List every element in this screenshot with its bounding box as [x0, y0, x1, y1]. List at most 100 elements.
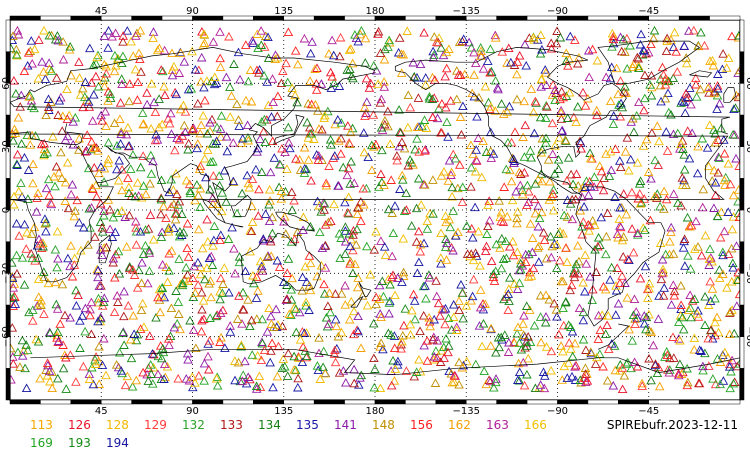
observation-marker	[504, 337, 514, 347]
observation-marker	[58, 363, 69, 373]
observation-marker	[324, 288, 335, 297]
observation-marker	[476, 46, 486, 55]
observation-marker	[93, 297, 104, 307]
legend-item-193: 193	[68, 436, 91, 450]
observation-marker	[199, 314, 209, 324]
observation-marker	[415, 326, 425, 336]
observation-marker	[273, 91, 283, 101]
axis-bar-segment	[739, 51, 745, 84]
observation-marker	[184, 375, 195, 385]
observation-marker	[336, 327, 347, 337]
observation-marker	[577, 183, 588, 192]
observation-marker	[406, 221, 417, 230]
observation-marker	[283, 254, 294, 263]
observation-marker	[183, 138, 194, 148]
observation-marker	[659, 204, 669, 213]
observation-marker	[629, 59, 639, 68]
observation-marker	[83, 163, 94, 173]
observation-marker	[282, 164, 292, 173]
observation-marker	[145, 331, 155, 340]
observation-marker	[74, 73, 85, 82]
observation-marker	[409, 296, 420, 305]
observation-marker	[431, 346, 441, 355]
observation-marker	[666, 227, 676, 236]
observation-marker	[183, 252, 194, 261]
coastline	[224, 222, 244, 228]
observation-marker	[504, 284, 514, 293]
observation-marker	[287, 273, 297, 283]
observation-marker	[224, 31, 234, 41]
observation-marker	[418, 281, 429, 291]
observation-marker	[177, 280, 188, 290]
observation-marker	[164, 223, 174, 233]
observation-marker	[634, 179, 645, 188]
observation-marker	[567, 351, 578, 361]
observation-marker	[648, 33, 659, 43]
observation-marker	[342, 65, 352, 74]
observation-marker	[498, 254, 509, 264]
observation-marker	[177, 209, 187, 218]
lon-label-bottom: −45	[638, 406, 659, 417]
observation-marker	[528, 263, 539, 273]
observation-marker	[635, 198, 646, 208]
observation-marker	[222, 146, 233, 156]
observation-marker	[729, 377, 740, 386]
observation-marker	[526, 84, 537, 93]
observation-marker	[652, 368, 663, 378]
observation-marker	[639, 105, 649, 115]
observation-marker	[414, 226, 424, 236]
observation-marker	[727, 224, 738, 234]
observation-marker	[367, 165, 377, 174]
observation-marker	[188, 273, 198, 282]
observation-marker	[373, 79, 383, 88]
observation-marker	[679, 150, 689, 159]
observation-marker	[209, 235, 219, 245]
observation-marker	[344, 228, 355, 238]
observation-marker	[314, 151, 324, 160]
observation-marker	[346, 156, 356, 166]
observation-marker	[491, 33, 501, 42]
observation-marker	[135, 25, 146, 35]
observation-marker	[223, 234, 234, 243]
observation-marker	[700, 320, 710, 329]
observation-marker	[252, 29, 262, 38]
observation-marker	[67, 179, 78, 189]
observation-marker	[677, 96, 687, 105]
observation-marker	[53, 336, 64, 345]
observation-marker	[208, 156, 218, 166]
observation-marker	[204, 253, 215, 262]
observation-marker	[375, 383, 386, 393]
observation-marker	[697, 133, 708, 143]
observation-marker	[547, 118, 558, 128]
observation-marker	[333, 331, 344, 341]
observation-marker	[504, 101, 515, 111]
observation-marker	[154, 43, 165, 53]
observation-marker	[650, 191, 660, 201]
observation-marker	[318, 362, 328, 372]
observation-marker	[379, 77, 389, 86]
observation-marker	[245, 321, 255, 331]
observation-marker	[502, 211, 512, 221]
observation-marker	[330, 357, 341, 367]
observation-marker	[669, 27, 680, 37]
observation-marker	[215, 53, 225, 63]
observation-marker	[512, 94, 522, 104]
observation-marker	[205, 276, 216, 285]
observation-marker	[440, 242, 451, 252]
observation-marker	[472, 111, 482, 121]
legend-item-129: 129	[144, 418, 167, 432]
observation-marker	[515, 258, 526, 268]
observation-marker	[448, 206, 458, 215]
observation-marker	[215, 62, 226, 71]
observation-marker	[639, 46, 649, 55]
observation-marker	[341, 377, 351, 387]
observation-marker	[14, 186, 24, 196]
observation-marker	[723, 207, 733, 216]
observation-marker	[720, 180, 730, 189]
observation-marker	[13, 347, 23, 357]
observation-marker	[41, 110, 51, 120]
coastline	[597, 40, 701, 84]
observation-marker	[441, 217, 451, 227]
observation-marker	[252, 65, 262, 75]
observation-marker	[398, 271, 409, 281]
